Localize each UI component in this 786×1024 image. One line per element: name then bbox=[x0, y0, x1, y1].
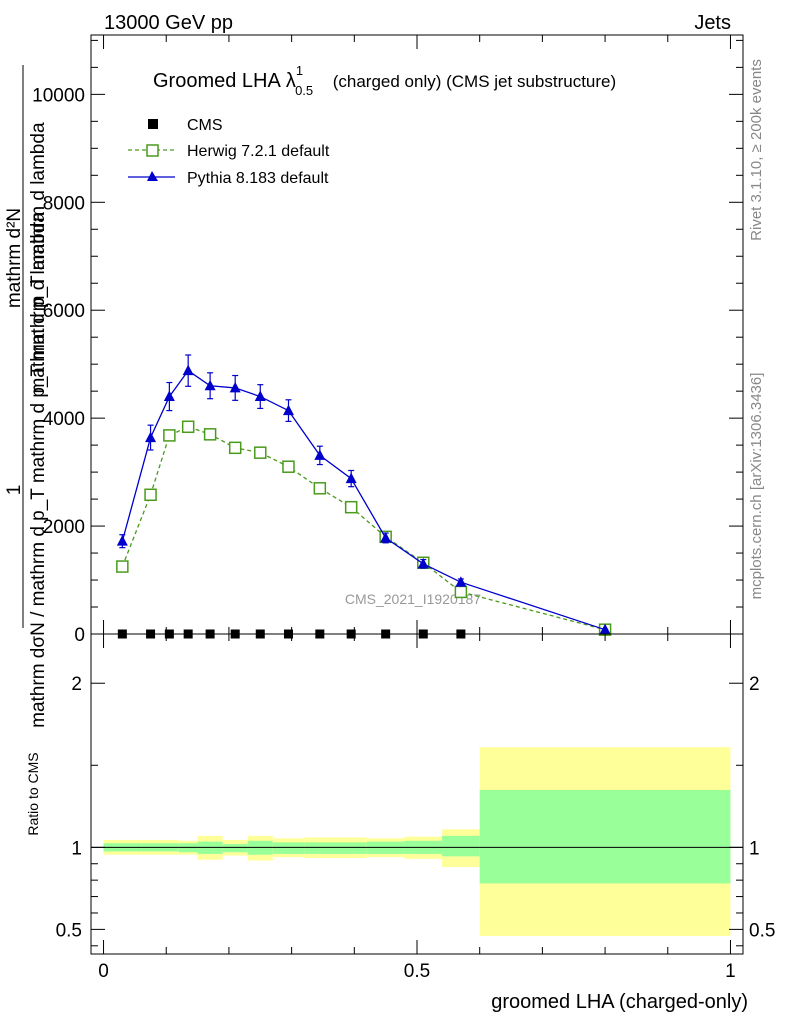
pythia-series bbox=[116, 354, 611, 635]
ratio-y-tick-label-right: 0.5 bbox=[749, 920, 775, 941]
herwig-point bbox=[313, 482, 327, 495]
pythia-point bbox=[145, 431, 157, 443]
y-tick-label: 4000 bbox=[43, 409, 85, 430]
ylabel-top2: mathrm d p_T mathrm d lambda bbox=[28, 122, 49, 393]
legend-cms-label: CMS bbox=[187, 117, 223, 134]
ylabel-denominator: mathrm dσN / mathrm d p_T mathrm d p_T m… bbox=[28, 212, 49, 728]
y-tick-label: 2000 bbox=[43, 517, 85, 538]
pythia-point bbox=[182, 364, 194, 376]
pythia-point bbox=[455, 576, 467, 587]
ratio-stat-band bbox=[442, 835, 480, 857]
ratio-y-tick-label: 1 bbox=[71, 838, 82, 859]
ratio-stat-band bbox=[304, 842, 336, 854]
herwig-point bbox=[228, 441, 242, 455]
ratio-stat-band bbox=[335, 842, 367, 854]
pythia-point bbox=[314, 449, 326, 460]
legend-pythia-marker bbox=[147, 171, 158, 181]
pythia-point bbox=[599, 623, 611, 635]
ratio-x-tick-label: 0 bbox=[98, 961, 109, 982]
pythia-point bbox=[163, 390, 175, 402]
ratio-x-ticks: 0 0.5 1 bbox=[98, 634, 736, 982]
herwig-point bbox=[254, 446, 267, 459]
ylabel-numerator: 1 bbox=[4, 485, 25, 496]
herwig-point bbox=[203, 428, 217, 441]
ratio-stat-band bbox=[479, 789, 731, 884]
legend-pythia-label: Pythia 8.183 default bbox=[187, 170, 329, 187]
mcplots-label: mcplots.cern.ch [arXiv:1306.3436] bbox=[748, 373, 765, 600]
legend-cms-marker bbox=[148, 119, 158, 129]
herwig-point bbox=[344, 500, 358, 514]
ratio-x-tick-label: 1 bbox=[725, 961, 736, 982]
plot-title: Groomed LHA λ1 0.5 (charged only) (CMS jet… bbox=[153, 63, 616, 100]
pythia-point bbox=[282, 404, 294, 416]
ratio-y-tick-label: 0.5 bbox=[56, 920, 82, 941]
pythia-point bbox=[380, 531, 392, 543]
legend-herwig-marker bbox=[146, 144, 159, 157]
ratio-stat-band bbox=[222, 844, 248, 853]
header-left: 13000 GeV pp bbox=[104, 12, 233, 34]
pythia-point bbox=[417, 557, 429, 569]
header-right: Jets bbox=[694, 12, 731, 34]
ratio-bands bbox=[103, 747, 731, 936]
herwig-point bbox=[282, 460, 295, 473]
pythia-point bbox=[345, 472, 357, 484]
ratio-x-tick-label: 0.5 bbox=[404, 961, 430, 982]
y-tick-label: 10000 bbox=[32, 85, 85, 106]
herwig-point bbox=[163, 429, 176, 442]
pythia-point bbox=[229, 381, 241, 393]
pythia-line bbox=[121, 369, 606, 631]
y-tick-label: 0 bbox=[74, 625, 85, 646]
legend-herwig-label: Herwig 7.2.1 default bbox=[187, 143, 330, 160]
legend: CMS Herwig 7.2.1 default Pythia 8.183 de… bbox=[128, 117, 330, 187]
y-tick-label: 8000 bbox=[43, 193, 85, 214]
ylabel-top: mathrm d²N bbox=[4, 208, 25, 308]
pythia-point bbox=[204, 379, 216, 391]
ratio-ylabel: Ratio to CMS bbox=[25, 752, 41, 835]
pythia-point bbox=[116, 535, 128, 546]
herwig-point bbox=[454, 585, 468, 599]
pythia-point bbox=[254, 390, 266, 402]
ratio-stat-band bbox=[272, 842, 305, 854]
rivet-label: Rivet 3.1.10, ≥ 200k events bbox=[748, 59, 765, 241]
main-y-ticks: 0 2000 4000 6000 8000 10000 bbox=[32, 39, 743, 646]
ratio-y-tick-label-right: 1 bbox=[749, 838, 760, 859]
herwig-point bbox=[181, 420, 195, 434]
analysis-watermark: CMS_2021_I1920187 bbox=[345, 591, 481, 607]
ratio-xlabel: groomed LHA (charged-only) bbox=[491, 991, 748, 1013]
herwig-point bbox=[116, 560, 129, 573]
main-ylabel: mathrm d²N mathrm d p_T mathrm d lambda … bbox=[4, 65, 49, 728]
herwig-point bbox=[144, 488, 157, 502]
y-tick-label: 6000 bbox=[43, 301, 85, 322]
ratio-y-tick-label-right: 2 bbox=[749, 674, 760, 695]
ratio-y-tick-label: 2 bbox=[71, 674, 82, 695]
